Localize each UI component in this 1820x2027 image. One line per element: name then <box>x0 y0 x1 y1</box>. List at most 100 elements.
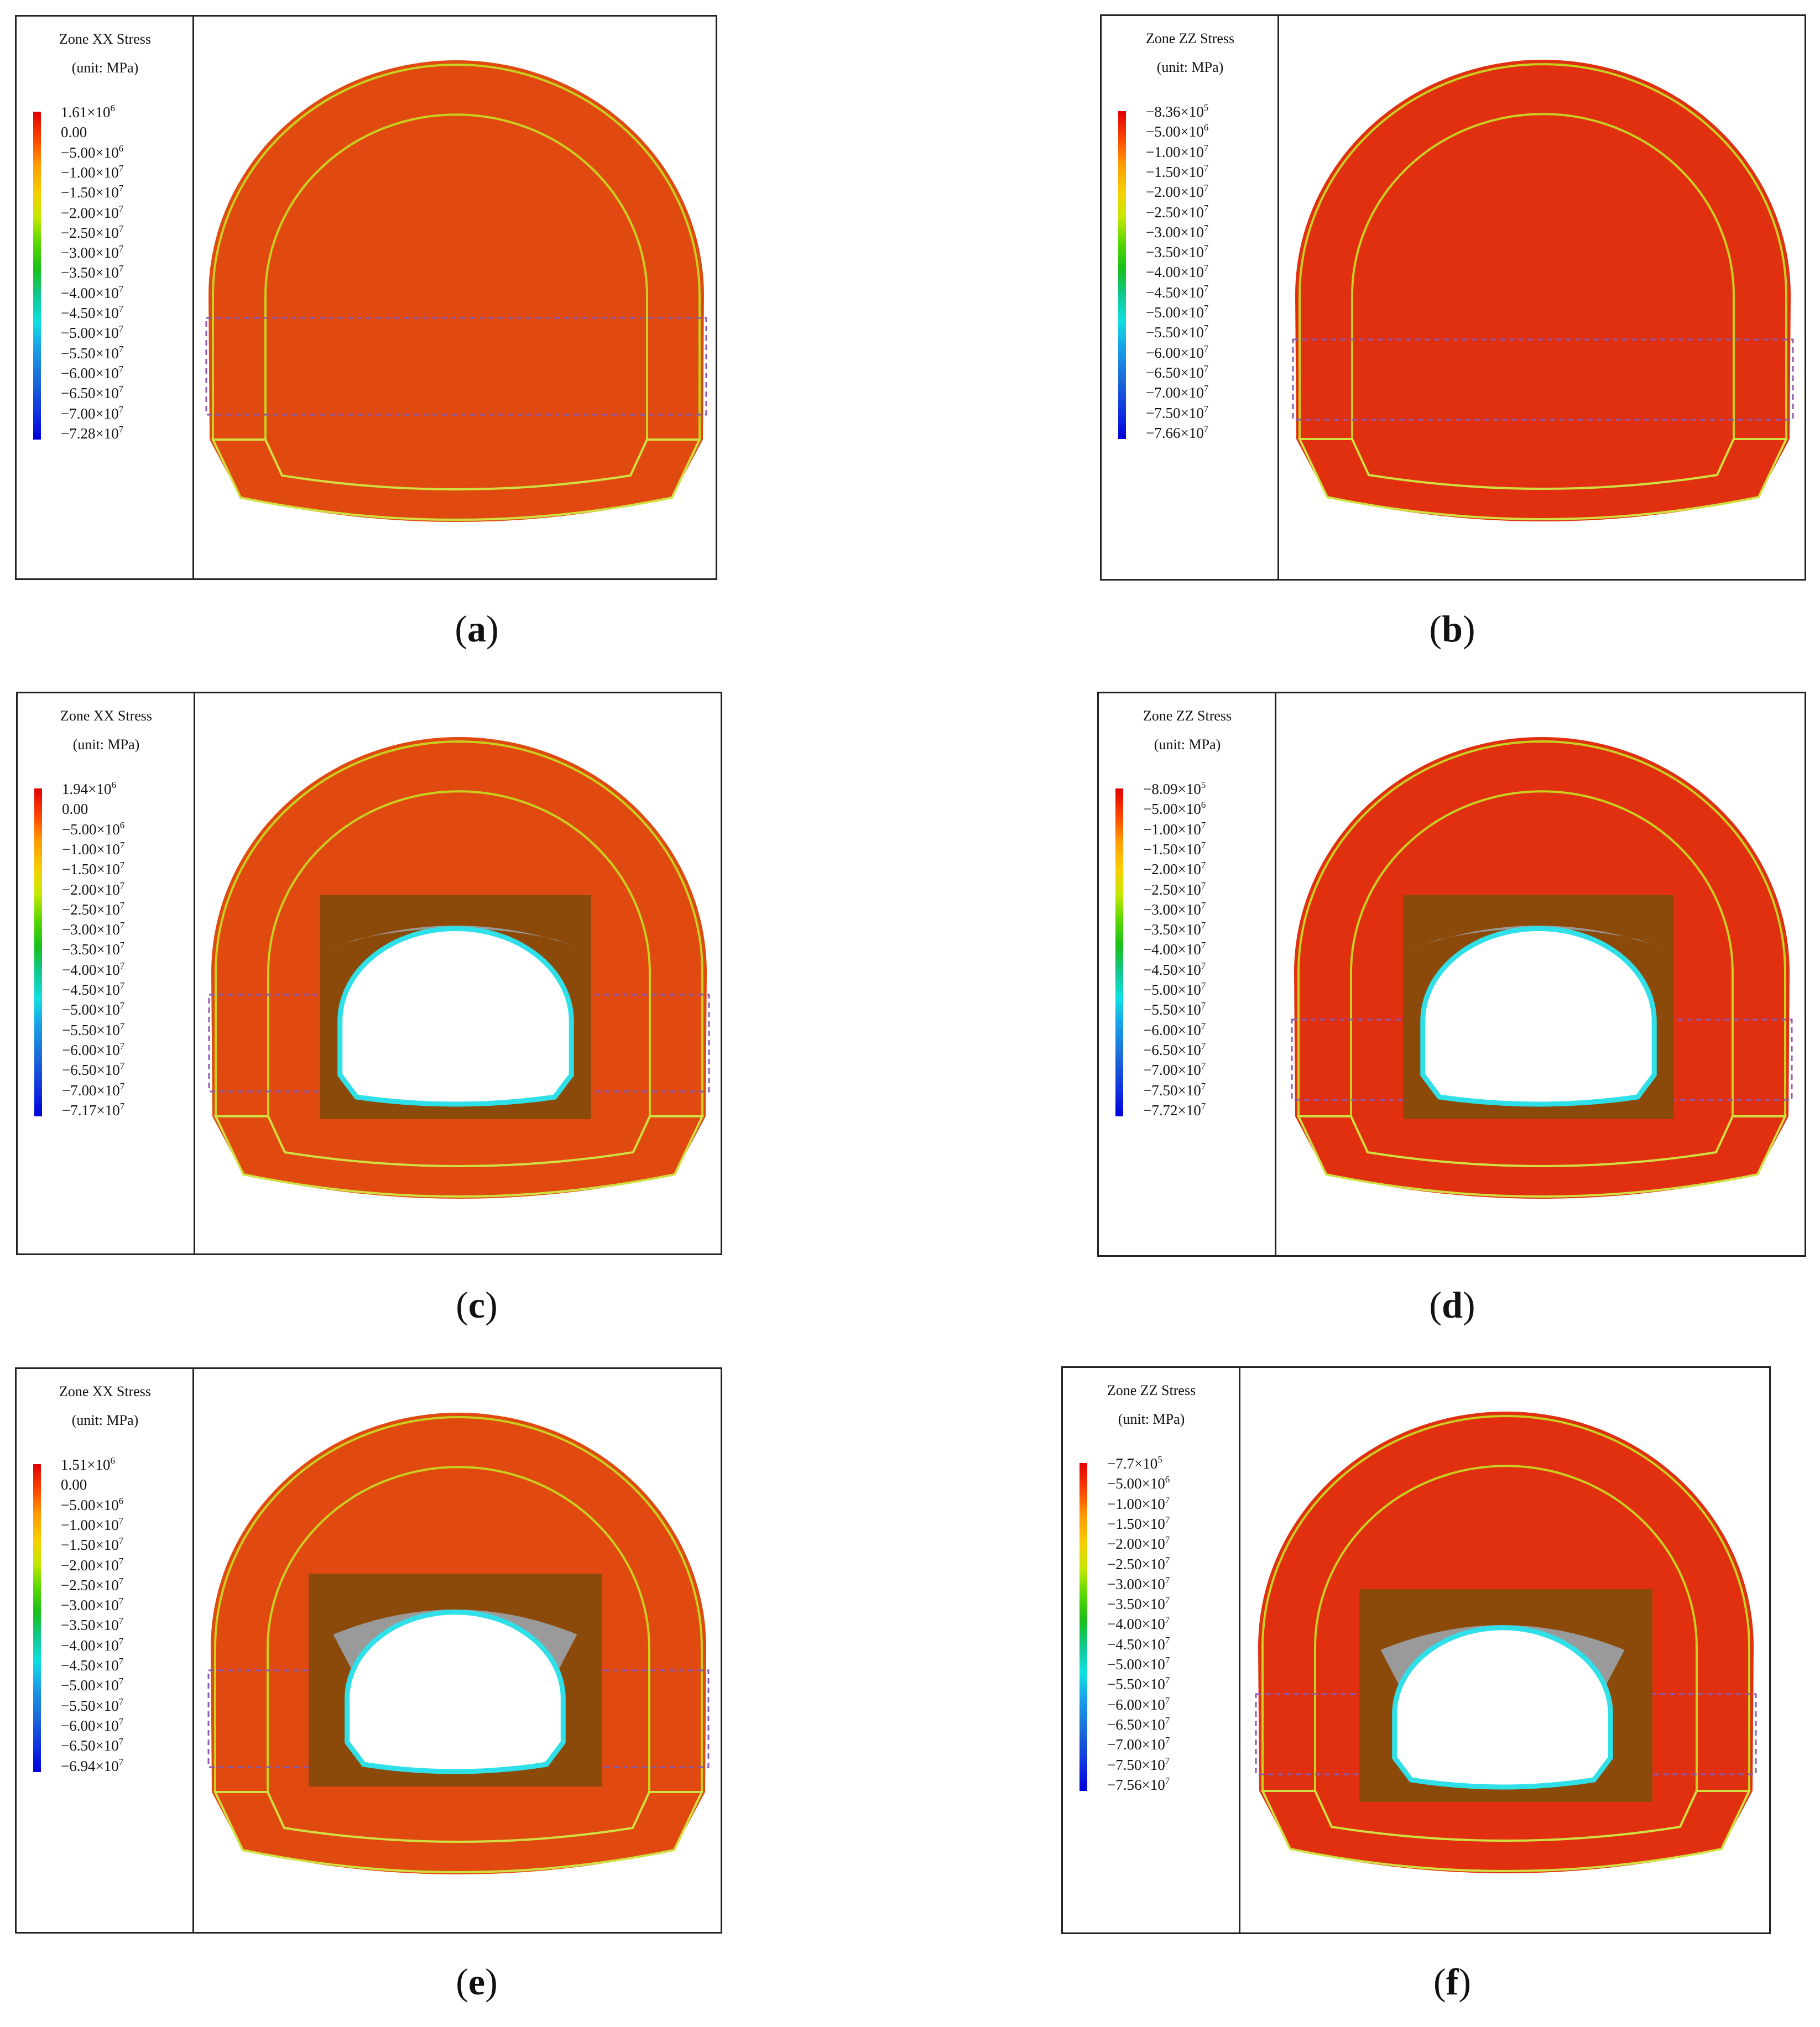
colorbar-tick-label: −6.50×107 <box>1107 1715 1170 1733</box>
colorbar-tick-label: −3.50×107 <box>1146 243 1209 261</box>
colorbar-tick-label: −8.09×105 <box>1143 780 1206 797</box>
colorbar-tick-label: −4.50×107 <box>1107 1634 1170 1653</box>
caption-d: (d) <box>1429 1284 1475 1326</box>
colorbar <box>33 112 41 440</box>
colorbar-tick-label: −2.00×107 <box>61 1555 124 1574</box>
colorbar-tick-label: −4.00×107 <box>1143 940 1206 958</box>
colorbar-tick-label: −7.72×107 <box>1143 1100 1206 1119</box>
colorbar-tick-label: 1.61×106 <box>61 103 115 121</box>
tunnel-lining-figure <box>205 60 707 522</box>
colorbar-tick-label: −2.50×107 <box>62 900 125 918</box>
colorbar-tick-label: −4.50×107 <box>1146 283 1209 301</box>
legend-title: Zone XX Stress <box>60 708 153 724</box>
colorbar-tick-label: −1.50×107 <box>1143 839 1206 858</box>
colorbar-tick-label: −5.00×107 <box>1107 1655 1170 1673</box>
colorbar-tick-label: −2.00×107 <box>1107 1534 1170 1553</box>
legend-unit: (unit: MPa) <box>1154 736 1221 753</box>
colorbar-tick-label: −1.50×107 <box>1146 162 1209 180</box>
colorbar-tick-label: −2.00×107 <box>1143 860 1206 878</box>
caption-c: (c) <box>456 1284 498 1326</box>
colorbar-tick-label: −4.50×107 <box>1143 960 1206 978</box>
colorbar-tick-label: −5.00×106 <box>61 143 124 161</box>
colorbar-tick-label: −2.50×107 <box>61 223 124 241</box>
colorbar-tick-label: −1.00×107 <box>1143 819 1206 838</box>
panel-e: Zone XX Stress (unit: MPa) 1.51×106 0.00 −… <box>15 1367 722 1934</box>
colorbar-tick-label: −5.50×107 <box>62 1020 125 1038</box>
colorbar-tick-label: −7.00×107 <box>1107 1735 1170 1753</box>
colorbar-tick-label: −3.50×107 <box>61 263 124 281</box>
panel-b: Zone ZZ Stress (unit: MPa) −8.36×105 −5.0… <box>1100 14 1806 581</box>
colorbar-tick-label: −7.28×107 <box>61 424 124 442</box>
colorbar <box>33 1464 41 1772</box>
legend-divider <box>1239 1368 1240 1932</box>
colorbar-tick-label: −5.00×107 <box>1146 303 1209 321</box>
colorbar-tick-label: −5.00×106 <box>1143 800 1206 818</box>
colorbar-tick-label: 1.94×106 <box>62 780 116 797</box>
colorbar-tick-label: −1.00×107 <box>61 163 124 181</box>
tunnel-lining-figure <box>1255 1412 1757 1873</box>
legend-divider <box>192 1369 194 1932</box>
colorbar-tick-label: −4.50×107 <box>62 980 125 998</box>
legend-divider <box>1277 16 1279 579</box>
colorbar-tick-label: −2.50×107 <box>1146 202 1209 221</box>
colorbar-tick-label: −7.00×107 <box>1143 1060 1206 1079</box>
colorbar-tick-label: −3.00×107 <box>1146 222 1209 241</box>
legend-divider <box>192 17 194 578</box>
colorbar-tick-label: −2.00×107 <box>62 880 125 898</box>
legend-unit: (unit: MPa) <box>1156 59 1224 75</box>
caption-b: (b) <box>1429 608 1475 650</box>
colorbar-tick-label: −7.7×105 <box>1107 1454 1162 1472</box>
caption-a: (a) <box>455 608 499 650</box>
colorbar-tick-label: −6.00×107 <box>1146 343 1209 361</box>
colorbar-tick-label: −5.00×106 <box>62 819 125 838</box>
colorbar-tick-label: −5.50×107 <box>1146 323 1209 341</box>
colorbar-tick-label: −6.50×107 <box>61 384 124 402</box>
colorbar-tick-label: −4.50×107 <box>61 304 124 321</box>
panel-a: Zone XX Stress (unit: MPa) 1.61×106 0.00 −… <box>15 15 717 580</box>
colorbar-tick-label: −4.00×107 <box>62 960 125 978</box>
colorbar-tick-label: −3.00×107 <box>61 243 124 262</box>
colorbar-tick-label: 0.00 <box>62 801 88 818</box>
legend-divider <box>194 693 195 1253</box>
colorbar-tick-label: −5.00×106 <box>1146 122 1209 140</box>
colorbar-tick-label: −6.00×107 <box>1143 1020 1206 1038</box>
panel-c: Zone XX Stress (unit: MPa) 1.94×106 0.00−… <box>16 692 722 1255</box>
colorbar-tick-label: −5.00×107 <box>61 1676 124 1694</box>
colorbar-tick-label: 1.51×106 <box>61 1455 115 1473</box>
colorbar-tick-label: −6.50×107 <box>62 1060 125 1079</box>
panel-f: Zone ZZ Stress (unit: MPa) −7.7×105 −5.00… <box>1061 1366 1771 1934</box>
tunnel-lining-figure <box>207 1413 710 1874</box>
colorbar-tick-label: −3.00×107 <box>62 920 125 938</box>
legend-unit: (unit: MPa) <box>1118 1411 1185 1427</box>
colorbar-tick-label: −5.50×107 <box>61 1696 124 1714</box>
legend-title: Zone ZZ Stress <box>1107 1382 1196 1398</box>
colorbar-tick-label: −3.00×107 <box>1143 900 1206 918</box>
colorbar-tick-label: −7.56×107 <box>1107 1775 1170 1793</box>
colorbar-tick-label: −2.50×107 <box>61 1575 124 1594</box>
colorbar-tick-label: −7.17×107 <box>62 1100 125 1119</box>
colorbar-tick-label: −1.00×107 <box>1146 142 1209 160</box>
colorbar-tick-label: −5.00×107 <box>62 1000 125 1018</box>
colorbar-tick-label: −3.50×107 <box>1143 920 1206 938</box>
colorbar-tick-label: −4.00×107 <box>1107 1615 1170 1633</box>
colorbar-tick-label: −7.50×107 <box>1146 403 1209 421</box>
legend-unit: (unit: MPa) <box>71 1412 139 1428</box>
colorbar-tick-label: −3.00×107 <box>61 1596 124 1614</box>
colorbar-tick-label: −7.00×107 <box>61 404 124 422</box>
colorbar-tick-label: −6.00×107 <box>1107 1695 1170 1713</box>
colorbar-tick-label: −7.00×107 <box>1146 383 1209 401</box>
colorbar-tick-label: −1.00×107 <box>62 839 125 858</box>
colorbar-tick-label: −7.50×107 <box>1107 1755 1170 1773</box>
colorbar-tick-label: −4.50×107 <box>61 1656 124 1674</box>
tunnel-lining-figure <box>1291 737 1793 1199</box>
colorbar-tick-label: −7.00×107 <box>62 1080 125 1099</box>
colorbar-tick-label: 0.00 <box>61 1476 87 1493</box>
caption-e: (e) <box>456 1961 498 2003</box>
colorbar-tick-label: −3.50×107 <box>61 1616 124 1634</box>
colorbar-tick-label: −2.00×107 <box>61 203 124 221</box>
colorbar <box>1118 111 1126 439</box>
colorbar-tick-label: −1.50×107 <box>61 183 124 201</box>
colorbar-tick-label: −6.94×107 <box>61 1756 124 1774</box>
legend-unit: (unit: MPa) <box>72 736 140 753</box>
colorbar <box>1115 788 1123 1116</box>
